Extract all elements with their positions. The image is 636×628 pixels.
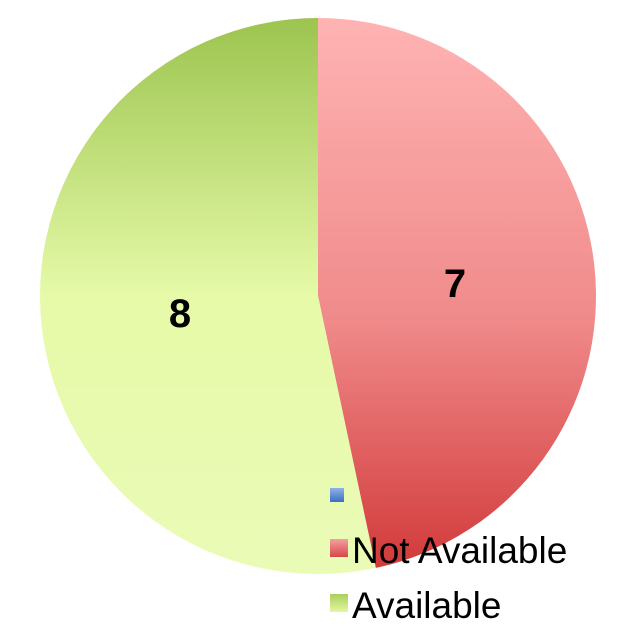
legend-swatch-available [330,594,348,612]
data-label-not-available: 7 [444,262,466,306]
pie-slice-available [40,18,376,575]
legend: Not Available Available [330,488,567,626]
legend-label-not-available: Not Available [352,530,567,571]
legend-swatch-blank [330,488,344,502]
legend-label-available: Available [352,585,501,626]
pie-slice-not-available [318,18,597,568]
legend-swatch-not-available [330,539,348,557]
data-label-available: 8 [169,292,191,336]
